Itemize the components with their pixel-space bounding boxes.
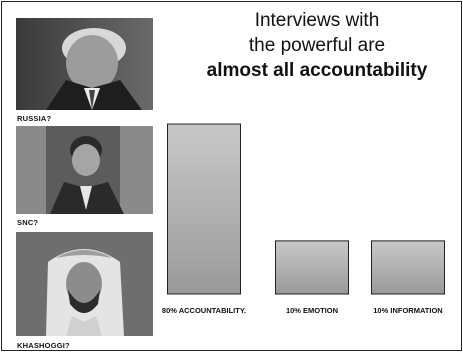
category-label-1: 10% EMOTION <box>286 306 338 315</box>
bar-2 <box>371 240 445 295</box>
photo-2-caption: SNC? <box>17 218 39 227</box>
title-line-3: almost all accountability <box>206 60 428 81</box>
photo-2 <box>16 126 153 214</box>
photo-1-caption: RUSSIA? <box>17 114 52 123</box>
slide-title: Interviews with the powerful are almost … <box>182 8 452 83</box>
photo-3 <box>16 232 153 336</box>
bar-0 <box>167 123 241 295</box>
category-label-2: 10% INFORMATION <box>373 306 442 315</box>
bar-chart: 80% ACCOUNTABILITY. 10% EMOTION 10% INFORM… <box>162 123 445 315</box>
title-line-2: the powerful are <box>248 35 386 56</box>
category-label-0: 80% ACCOUNTABILITY. <box>162 306 246 315</box>
photo-1 <box>16 18 153 110</box>
photo-3-caption: KHASHOGGI? <box>17 341 70 350</box>
bar-1 <box>275 240 349 295</box>
title-line-1: Interviews with <box>254 10 380 31</box>
